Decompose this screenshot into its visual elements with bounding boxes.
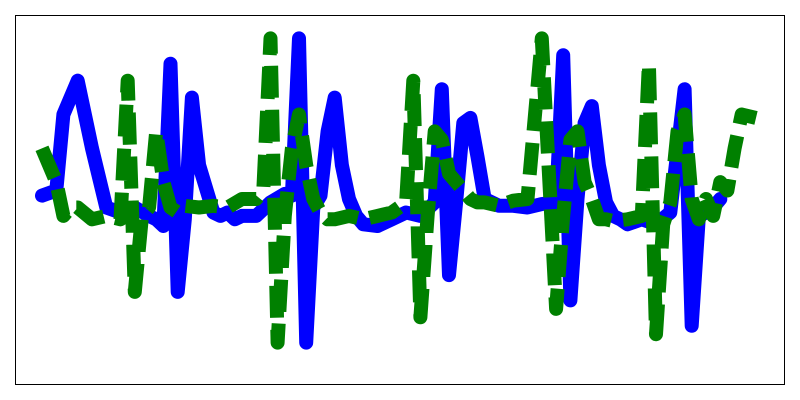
- series-line-1: [35, 31, 728, 350]
- series-layer: [35, 31, 758, 350]
- series-line-2: [35, 31, 758, 350]
